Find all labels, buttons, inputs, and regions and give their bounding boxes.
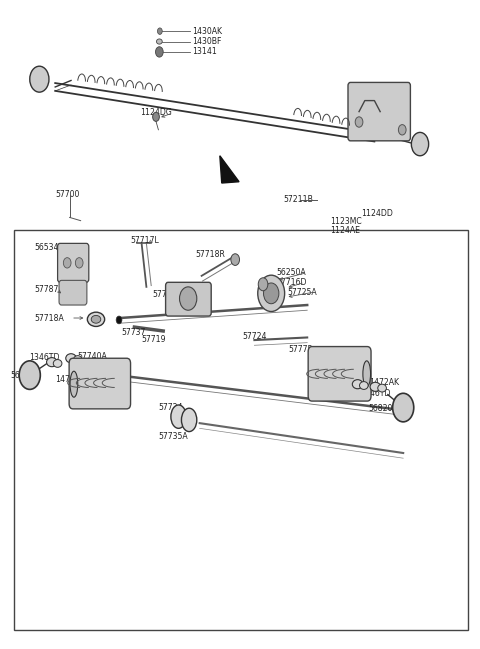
Text: 56534A: 56534A <box>35 243 64 252</box>
Circle shape <box>153 112 159 121</box>
Text: 57787: 57787 <box>35 285 59 294</box>
Text: 57725A: 57725A <box>287 288 317 297</box>
Ellipse shape <box>66 354 76 363</box>
Text: 13141: 13141 <box>192 47 217 56</box>
Circle shape <box>157 28 162 34</box>
Ellipse shape <box>171 405 186 428</box>
Ellipse shape <box>156 39 162 44</box>
Text: 1430AK: 1430AK <box>192 27 222 36</box>
Text: 1472AK: 1472AK <box>369 378 398 387</box>
Text: 56820J: 56820J <box>11 371 37 380</box>
Circle shape <box>355 117 363 127</box>
FancyBboxPatch shape <box>69 358 131 409</box>
Ellipse shape <box>360 382 368 389</box>
Text: 57719: 57719 <box>142 335 166 344</box>
FancyBboxPatch shape <box>308 347 371 401</box>
Text: 57724: 57724 <box>158 403 183 412</box>
Ellipse shape <box>352 380 363 389</box>
Text: 57720: 57720 <box>153 290 177 299</box>
Text: 1430BF: 1430BF <box>192 37 221 46</box>
Circle shape <box>398 125 406 135</box>
Text: 1346TD: 1346TD <box>360 389 391 398</box>
Text: 57717L: 57717L <box>131 236 159 245</box>
Ellipse shape <box>47 358 57 367</box>
Text: 56250A: 56250A <box>276 268 306 277</box>
Circle shape <box>156 47 163 57</box>
Text: 1346TD: 1346TD <box>29 353 60 362</box>
Text: 57718A: 57718A <box>35 313 64 323</box>
Ellipse shape <box>363 361 371 387</box>
Circle shape <box>393 393 414 422</box>
Text: 1124DG: 1124DG <box>140 108 172 117</box>
Ellipse shape <box>181 408 197 432</box>
Text: 56820H: 56820H <box>369 404 399 413</box>
Text: 57775: 57775 <box>288 345 312 354</box>
Text: 1124AE: 1124AE <box>330 226 360 235</box>
Ellipse shape <box>370 382 381 391</box>
Text: 57740A: 57740A <box>307 352 337 361</box>
Circle shape <box>411 132 429 156</box>
Bar <box>14 230 468 630</box>
FancyBboxPatch shape <box>166 282 211 316</box>
Ellipse shape <box>73 356 82 363</box>
Text: 57740A: 57740A <box>78 352 108 361</box>
Circle shape <box>180 287 197 310</box>
Text: 57724: 57724 <box>242 332 267 341</box>
Circle shape <box>30 66 49 92</box>
Ellipse shape <box>378 384 386 392</box>
Ellipse shape <box>70 371 78 397</box>
Ellipse shape <box>91 315 101 323</box>
Text: 57718R: 57718R <box>196 250 226 259</box>
FancyBboxPatch shape <box>58 243 89 282</box>
Circle shape <box>63 258 71 268</box>
Ellipse shape <box>87 312 105 326</box>
Circle shape <box>116 316 122 324</box>
Text: 1472AK: 1472AK <box>55 375 85 384</box>
FancyBboxPatch shape <box>348 82 410 141</box>
Text: 57737: 57737 <box>121 328 145 337</box>
Text: 57716D: 57716D <box>276 278 307 287</box>
Ellipse shape <box>53 360 62 367</box>
Circle shape <box>264 283 279 304</box>
Text: 1123MC: 1123MC <box>330 217 362 226</box>
Text: 57735A: 57735A <box>158 432 188 441</box>
Polygon shape <box>220 156 239 183</box>
Text: 57775: 57775 <box>71 393 96 402</box>
Circle shape <box>258 275 285 312</box>
Circle shape <box>75 258 83 268</box>
Text: 57700: 57700 <box>55 190 80 199</box>
Circle shape <box>258 278 268 291</box>
Circle shape <box>19 361 40 389</box>
Text: 57211B: 57211B <box>283 195 313 204</box>
Text: 1124DD: 1124DD <box>361 209 393 218</box>
Circle shape <box>231 254 240 265</box>
FancyBboxPatch shape <box>59 280 87 305</box>
